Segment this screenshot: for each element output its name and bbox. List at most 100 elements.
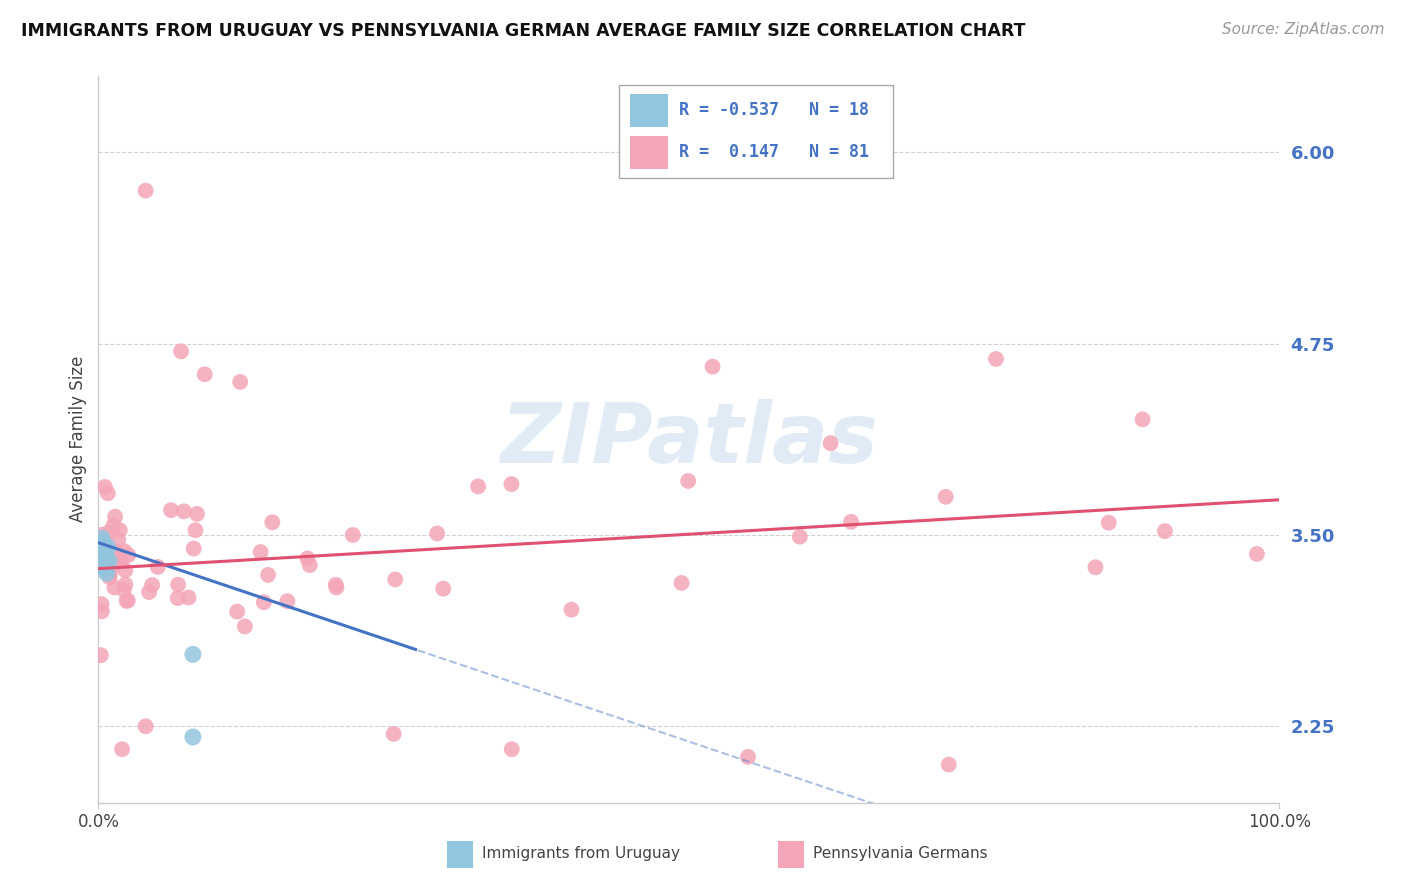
Point bbox=[97, 540, 120, 554]
Point bbox=[183, 541, 205, 556]
FancyBboxPatch shape bbox=[630, 136, 668, 169]
Point bbox=[114, 577, 136, 591]
Point bbox=[90, 604, 112, 618]
Point bbox=[194, 368, 217, 382]
Point bbox=[94, 480, 117, 494]
Point bbox=[935, 490, 957, 504]
Point bbox=[98, 567, 121, 582]
Point bbox=[90, 648, 112, 663]
Point bbox=[117, 548, 139, 562]
Point bbox=[342, 528, 364, 542]
Point bbox=[135, 184, 157, 198]
Point bbox=[737, 750, 759, 764]
FancyBboxPatch shape bbox=[778, 840, 803, 868]
Point bbox=[101, 560, 124, 574]
Point bbox=[90, 528, 112, 542]
Point bbox=[135, 719, 157, 733]
Point bbox=[93, 543, 115, 558]
Point bbox=[111, 742, 134, 756]
Point bbox=[94, 561, 117, 575]
Point bbox=[177, 591, 200, 605]
Text: R = -0.537   N = 18: R = -0.537 N = 18 bbox=[679, 101, 869, 119]
Point bbox=[426, 526, 449, 541]
Text: Pennsylvania Germans: Pennsylvania Germans bbox=[813, 847, 987, 861]
Point bbox=[432, 582, 454, 596]
FancyBboxPatch shape bbox=[630, 95, 668, 127]
Point bbox=[91, 531, 114, 545]
Point bbox=[1084, 560, 1107, 574]
Point bbox=[90, 558, 112, 573]
Point bbox=[325, 581, 347, 595]
Point bbox=[276, 594, 298, 608]
FancyBboxPatch shape bbox=[619, 85, 893, 178]
Point bbox=[104, 544, 127, 558]
Point bbox=[138, 585, 160, 599]
Point bbox=[560, 602, 582, 616]
Point bbox=[91, 556, 114, 570]
Point bbox=[1132, 412, 1154, 426]
Point bbox=[89, 549, 111, 564]
Point bbox=[94, 546, 117, 560]
Point bbox=[93, 558, 115, 573]
FancyBboxPatch shape bbox=[447, 840, 472, 868]
Point bbox=[115, 594, 138, 608]
Point bbox=[181, 730, 204, 744]
Point bbox=[382, 727, 405, 741]
Point bbox=[90, 540, 112, 554]
Point bbox=[839, 515, 862, 529]
Point bbox=[97, 525, 120, 540]
Point bbox=[820, 436, 842, 450]
Point bbox=[112, 582, 135, 597]
Point bbox=[233, 619, 256, 633]
Point bbox=[501, 742, 523, 756]
Point bbox=[298, 558, 321, 573]
Point bbox=[91, 546, 114, 560]
Point bbox=[104, 509, 127, 524]
Point bbox=[98, 554, 121, 568]
Point bbox=[297, 551, 319, 566]
Point bbox=[325, 578, 347, 592]
Point bbox=[107, 556, 129, 570]
Point bbox=[181, 648, 204, 662]
Point bbox=[93, 559, 115, 574]
Point bbox=[938, 757, 960, 772]
Point bbox=[1098, 516, 1121, 530]
Point bbox=[89, 537, 111, 551]
Point bbox=[789, 530, 811, 544]
Point bbox=[184, 523, 207, 537]
Point bbox=[141, 578, 163, 592]
Text: R =  0.147   N = 81: R = 0.147 N = 81 bbox=[679, 144, 869, 161]
Point bbox=[94, 541, 117, 555]
Point bbox=[91, 535, 114, 549]
Point bbox=[467, 479, 489, 493]
Point bbox=[90, 550, 112, 565]
Text: Source: ZipAtlas.com: Source: ZipAtlas.com bbox=[1222, 22, 1385, 37]
Point bbox=[253, 595, 276, 609]
Point bbox=[160, 503, 183, 517]
Point bbox=[167, 577, 190, 591]
Point bbox=[229, 375, 252, 389]
Point bbox=[173, 504, 195, 518]
Point bbox=[501, 477, 523, 491]
Point bbox=[249, 545, 271, 559]
Point bbox=[166, 591, 188, 606]
Point bbox=[146, 560, 169, 574]
Point bbox=[170, 344, 193, 359]
Point bbox=[984, 351, 1007, 366]
Text: IMMIGRANTS FROM URUGUAY VS PENNSYLVANIA GERMAN AVERAGE FAMILY SIZE CORRELATION C: IMMIGRANTS FROM URUGUAY VS PENNSYLVANIA … bbox=[21, 22, 1025, 40]
Point bbox=[103, 518, 125, 533]
Point bbox=[108, 523, 131, 537]
Point bbox=[114, 563, 136, 577]
Point bbox=[702, 359, 724, 374]
Point bbox=[1154, 524, 1177, 538]
Text: ZIPatlas: ZIPatlas bbox=[501, 399, 877, 480]
Point bbox=[226, 605, 249, 619]
Text: Immigrants from Uruguay: Immigrants from Uruguay bbox=[482, 847, 681, 861]
Point bbox=[117, 593, 139, 607]
Point bbox=[96, 550, 118, 565]
Point bbox=[262, 515, 284, 529]
Point bbox=[1246, 547, 1268, 561]
Point bbox=[112, 544, 135, 558]
Point bbox=[98, 570, 121, 584]
Point bbox=[97, 486, 120, 500]
